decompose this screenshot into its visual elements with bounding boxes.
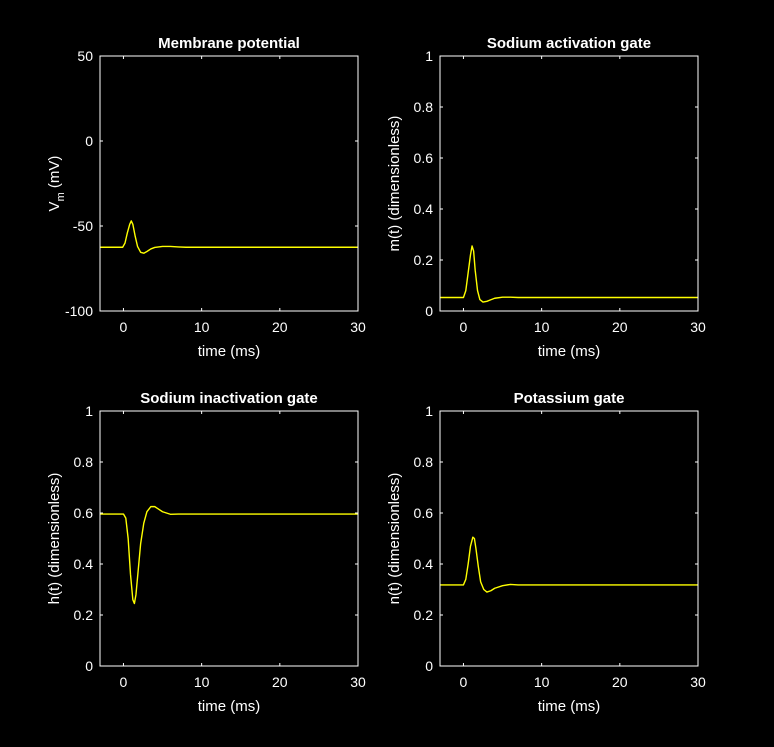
x-tick-label: 30 <box>690 319 706 335</box>
y-tick-label: 1 <box>85 403 93 419</box>
axes-frame <box>99 55 359 312</box>
subplot-4: 0 10 20 30 0 0.2 0.4 0.6 0.8 1 Potassium gate time … <box>386 390 706 715</box>
y-tick-label: 0 <box>425 303 433 319</box>
axes-frame <box>99 410 359 667</box>
y-tick-label: 50 <box>77 48 93 64</box>
y-tick-label: 0.2 <box>414 607 434 623</box>
x-axis-label: time (ms) <box>538 343 601 360</box>
y-tick-label: -50 <box>73 218 93 234</box>
x-tick-label: 10 <box>194 674 210 690</box>
chart-title: Membrane potential <box>158 35 300 52</box>
series-line-4-1 <box>440 536 698 593</box>
x-tick-label: 30 <box>690 674 706 690</box>
chart-title: Sodium inactivation gate <box>140 390 318 407</box>
x-tick-label: 10 <box>534 319 550 335</box>
y-tick-label: 0.8 <box>74 454 94 470</box>
x-tick-label: 20 <box>612 674 628 690</box>
y-tick-label: 0 <box>85 658 93 674</box>
series-line-1-1 <box>100 220 358 254</box>
y-tick-label: 0 <box>425 658 433 674</box>
y-axis-label: m(t) (dimensionless) <box>386 116 403 252</box>
x-tick-label: 20 <box>612 319 628 335</box>
y-tick-label: 1 <box>425 403 433 419</box>
y-axis-label: h(t) (dimensionless) <box>46 473 63 605</box>
x-axis-label: time (ms) <box>538 698 601 715</box>
x-axis-label: time (ms) <box>198 343 261 360</box>
y-axis-label: Vm (mV) <box>46 156 67 212</box>
y-tick-label: 0.4 <box>414 556 434 572</box>
y-tick-label: 0 <box>85 133 93 149</box>
x-tick-label: 10 <box>194 319 210 335</box>
y-tick-label: -100 <box>65 303 93 319</box>
x-tick-label: 20 <box>272 319 288 335</box>
y-tick-label: 0.2 <box>414 252 434 268</box>
y-tick-label: 0.4 <box>74 556 94 572</box>
chart-title: Potassium gate <box>514 390 625 407</box>
x-tick-label: 30 <box>350 674 366 690</box>
axes-frame <box>439 410 699 667</box>
chart-title: Sodium activation gate <box>487 35 651 52</box>
y-tick-label: 0.8 <box>414 99 434 115</box>
x-tick-label: 0 <box>120 674 128 690</box>
y-tick-label: 0.6 <box>414 150 434 166</box>
x-tick-label: 0 <box>120 319 128 335</box>
x-axis-label: time (ms) <box>198 698 261 715</box>
y-tick-label: 0.6 <box>414 505 434 521</box>
x-tick-label: 20 <box>272 674 288 690</box>
y-tick-label: 1 <box>425 48 433 64</box>
subplot-2: 0 10 20 30 0 0.2 0.4 0.6 0.8 1 Sodium activation g… <box>386 35 706 360</box>
x-tick-label: 0 <box>460 319 468 335</box>
y-axis-label: n(t) (dimensionless) <box>386 473 403 605</box>
axes-frame <box>439 55 699 312</box>
series-line-3-1 <box>100 505 358 605</box>
subplot-1: 0 10 20 30 -100 -50 0 50 Membrane potential time … <box>46 35 366 360</box>
x-tick-label: 0 <box>460 674 468 690</box>
y-tick-label: 0.2 <box>74 607 94 623</box>
y-tick-label: 0.4 <box>414 201 434 217</box>
y-tick-label: 0.6 <box>74 505 94 521</box>
subplot-3: 0 10 20 30 0 0.2 0.4 0.6 0.8 1 Sodium inactivation… <box>46 390 366 715</box>
x-tick-label: 10 <box>534 674 550 690</box>
y-tick-label: 0.8 <box>414 454 434 470</box>
x-tick-label: 30 <box>350 319 366 335</box>
series-line-2-1 <box>440 245 698 303</box>
